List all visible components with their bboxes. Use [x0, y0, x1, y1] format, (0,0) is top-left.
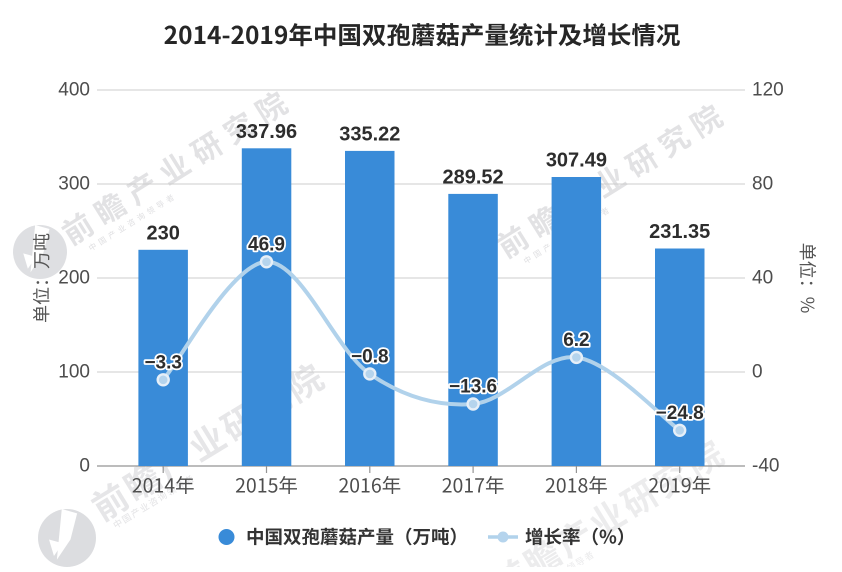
svg-text:289.52: 289.52 [443, 166, 504, 188]
svg-text:231.35: 231.35 [649, 221, 710, 243]
svg-text:100: 100 [58, 362, 90, 383]
svg-text:400: 400 [58, 80, 90, 101]
svg-text:−0.8: −0.8 [351, 346, 389, 367]
svg-text:300: 300 [58, 174, 90, 195]
svg-text:0: 0 [752, 362, 763, 383]
svg-text:80: 80 [752, 174, 773, 195]
svg-text:200: 200 [58, 268, 90, 289]
svg-text:−13.6: −13.6 [449, 377, 497, 398]
svg-text:0: 0 [79, 456, 90, 477]
svg-text:307.49: 307.49 [546, 150, 607, 172]
svg-text:120: 120 [752, 80, 784, 101]
svg-text:230: 230 [147, 222, 180, 244]
svg-text:−3.3: −3.3 [144, 352, 182, 373]
svg-text:335.22: 335.22 [339, 123, 400, 145]
svg-text:-40: -40 [752, 456, 779, 477]
svg-text:46.9: 46.9 [248, 234, 285, 255]
svg-text:337.96: 337.96 [236, 121, 297, 143]
svg-text:6.2: 6.2 [563, 330, 589, 351]
svg-text:40: 40 [752, 268, 773, 289]
svg-text:−24.8: −24.8 [656, 403, 704, 424]
